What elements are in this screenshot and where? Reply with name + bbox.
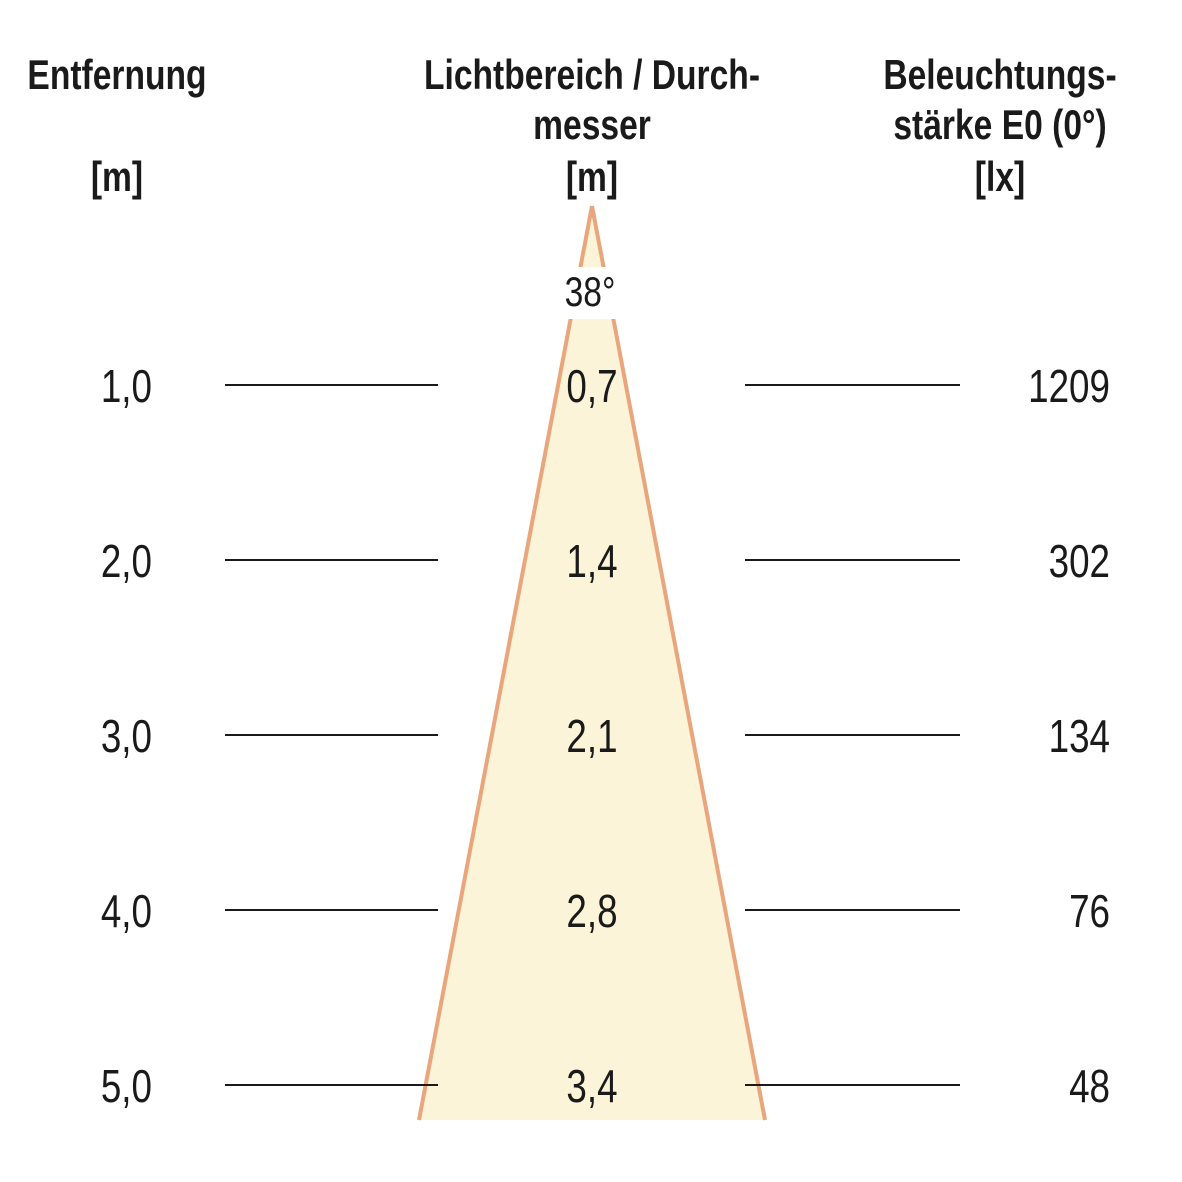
- beam-angle-label: 38°: [564, 268, 616, 315]
- row-leader-line-left: [225, 909, 438, 911]
- diameter-value: 1,4: [566, 535, 618, 587]
- row-leader-line-left: [225, 559, 438, 561]
- distance-value: 3,0: [100, 710, 152, 762]
- beam-cone-fill: [419, 206, 765, 1120]
- distance-value: 5,0: [100, 1060, 152, 1112]
- row-leader-line-left: [225, 734, 438, 736]
- illuminance-value: 48: [1069, 1060, 1110, 1112]
- diameter-value: 2,1: [566, 710, 618, 762]
- header-diameter-title-line2: messer: [533, 101, 651, 148]
- row-leader-line-right: [745, 559, 960, 561]
- header-illuminance-unit: [lx]: [974, 153, 1026, 200]
- illuminance-value: 76: [1069, 885, 1110, 937]
- row-leader-line-right: [745, 734, 960, 736]
- diameter-value: 0,7: [566, 360, 618, 412]
- row-leader-line-right: [745, 909, 960, 911]
- distance-value: 4,0: [100, 885, 152, 937]
- row-leader-line-right: [745, 1084, 960, 1086]
- diameter-value: 3,4: [566, 1060, 618, 1112]
- illuminance-value: 134: [1048, 710, 1110, 762]
- beam-cone-right-edge: [590, 205, 767, 1121]
- header-diameter-unit: [m]: [565, 153, 619, 200]
- distance-value: 1,0: [100, 360, 152, 412]
- header-distance-unit: [m]: [90, 153, 144, 200]
- beam-cone-left-edge: [417, 205, 594, 1121]
- header-distance-title: Entfernung: [27, 51, 207, 98]
- row-leader-line-left: [225, 384, 438, 386]
- distance-value: 2,0: [100, 535, 152, 587]
- illuminance-value: 302: [1048, 535, 1110, 587]
- row-leader-line-left: [225, 1084, 438, 1086]
- header-illuminance-title-line1: Beleuchtungs-: [883, 51, 1117, 98]
- row-leader-line-right: [745, 384, 960, 386]
- header-illuminance-title-line2: stärke E0 (0°): [893, 101, 1107, 148]
- header-diameter-title-line1: Lichtbereich / Durch-: [423, 51, 761, 98]
- illuminance-value: 1209: [1028, 360, 1110, 412]
- angle-label-backdrop: [533, 267, 651, 319]
- diameter-value: 2,8: [566, 885, 618, 937]
